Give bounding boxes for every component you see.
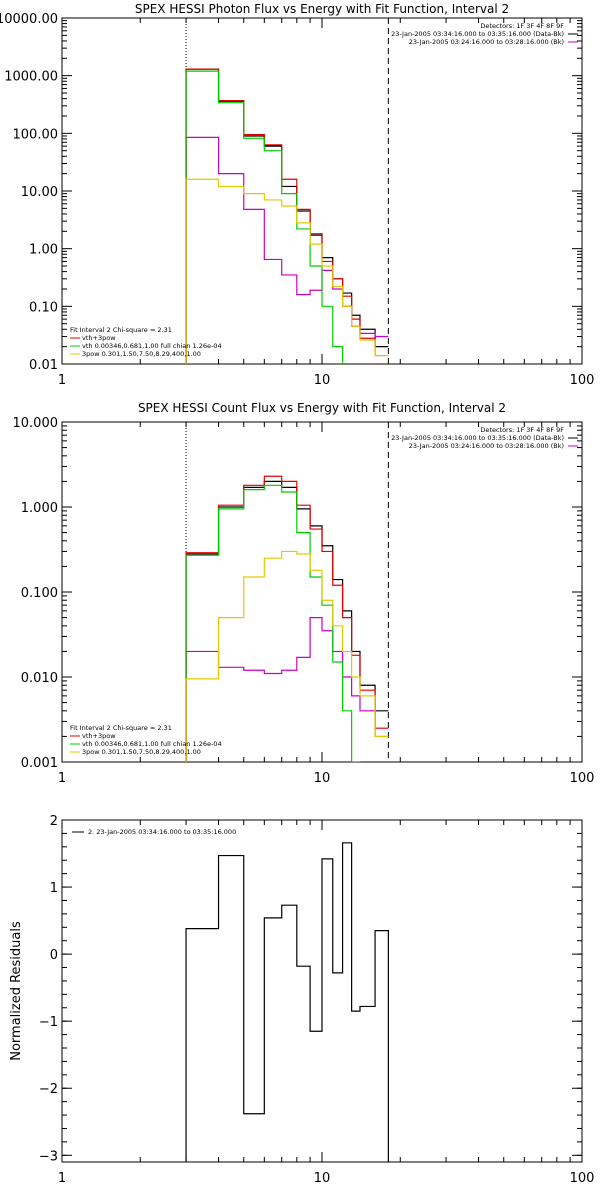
chart-panel-1: SPEX HESSI Photon Flux vs Energy with Fi…: [0, 2, 594, 388]
legend-entry: 3pow 0.301,1.50,7.50,8.29,400,1.00: [82, 748, 201, 756]
x-tick-label: 10: [314, 771, 331, 786]
y-tick-label: 1.000: [21, 501, 58, 516]
series-line: [185, 68, 389, 364]
legend-entry: Detectors: 1F 3F 4F 8F 9F: [480, 426, 564, 434]
legend-entry: 2. 23-Jan-2005 03:34:16.000 to 03:35:16.…: [88, 828, 236, 836]
series-line: [185, 136, 389, 364]
series-line: [185, 178, 389, 364]
y-tick-label: −3: [39, 1149, 58, 1164]
x-tick-label: 100: [570, 771, 595, 786]
legend-entry: Fit Interval 2 Chi-square = 2.31: [70, 724, 172, 732]
legend-entry: 23-Jan-2005 03:34:16.000 to 03:35:16.000…: [391, 30, 564, 38]
y-tick-label: 10.00: [21, 185, 58, 200]
series-line: [185, 616, 389, 762]
legend-entry: vth+3pow: [82, 334, 116, 342]
x-tick-label: 1: [58, 1171, 66, 1186]
series-line: [185, 480, 389, 762]
chart-title: SPEX HESSI Photon Flux vs Energy with Fi…: [135, 2, 509, 16]
legend-entry: 23-Jan-2005 03:34:16.000 to 03:35:16.000…: [391, 434, 564, 442]
x-tick-label: 1: [58, 771, 66, 786]
chart-panel-3: 1 10 100 −3 −2 −1 0 1 2 Normalized Residuals 2. 23…: [9, 814, 594, 1186]
chart-panel-2: SPEX HESSI Count Flux vs Energy with Fit…: [13, 401, 595, 786]
legend-entry: 3pow 0.301,1.50,7.50,8.29,400,1.00: [82, 350, 201, 358]
y-tick-label: 10.000: [13, 416, 59, 431]
x-tick-label: 10: [314, 373, 331, 388]
legend-entry: vth 0.00346,0.681,1.00 full chian 1.26e-…: [82, 342, 222, 350]
y-tick-label: 1: [50, 881, 58, 896]
legend-entry: 23-Jan-2005 03:24:16.000 to 03:28:16.000…: [409, 442, 564, 450]
y-tick-label: 0.001: [21, 756, 58, 771]
y-axis-label: Normalized Residuals: [9, 921, 24, 1061]
y-tick-label: 0.10: [29, 300, 58, 315]
legend-entry: Fit Interval 2 Chi-square = 2.31: [70, 326, 172, 334]
y-tick-label: 0: [50, 948, 58, 963]
legend-entry: Detectors: 1F 3F 4F 8F 9F: [480, 22, 564, 30]
legend-entry: vth 0.00346,0.681,1.00 full chian 1.26e-…: [82, 740, 222, 748]
legend-entry: vth+3pow: [82, 732, 116, 740]
y-tick-label: 1000.00: [4, 70, 58, 85]
y-tick-label: 100.00: [13, 127, 59, 142]
y-tick-label: −1: [39, 1015, 58, 1030]
series-group: [185, 68, 389, 364]
y-tick-label: 0.010: [21, 671, 58, 686]
x-tick-label: 10: [314, 1171, 331, 1186]
x-tick-label: 1: [58, 373, 66, 388]
chart-title: SPEX HESSI Count Flux vs Energy with Fit…: [138, 401, 506, 415]
y-tick-label: 10000.00: [0, 12, 58, 27]
y-tick-label: 1.00: [29, 243, 58, 258]
y-tick-label: −2: [39, 1082, 58, 1097]
x-tick-label: 100: [570, 1171, 595, 1186]
series-group: [185, 475, 389, 762]
series-line: [185, 70, 344, 364]
y-tick-label: 2: [50, 814, 58, 829]
legend-entry: 23-Jan-2005 03:24:16.000 to 03:28:16.000…: [409, 38, 564, 46]
y-tick-label: 0.01: [29, 358, 58, 373]
series-line: [185, 475, 389, 762]
series-group: [185, 842, 389, 1162]
plot-frame: [61, 17, 583, 365]
y-tick-label: 0.100: [21, 586, 58, 601]
series-line: [185, 842, 389, 1162]
series-line: [185, 68, 389, 364]
x-tick-label: 100: [570, 373, 595, 388]
series-line: [185, 550, 389, 762]
